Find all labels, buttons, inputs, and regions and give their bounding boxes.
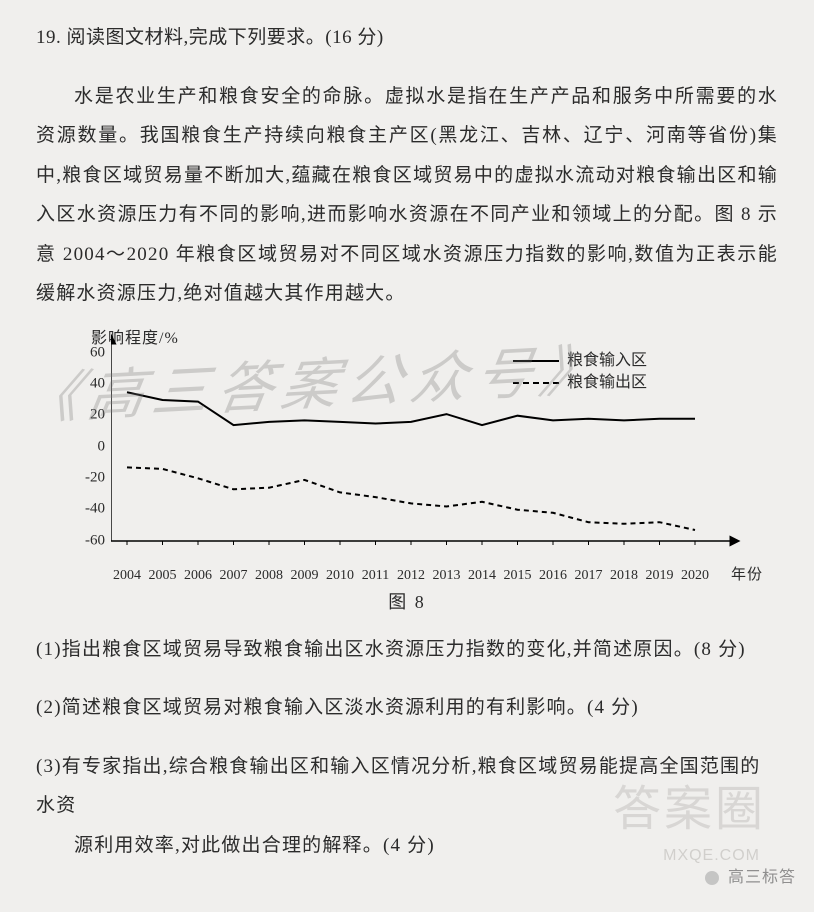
subquestion-3-line1: (3)有专家指出,综合粮食输出区和输入区情况分析,粮食区域贸易能提高全国范围的水… [36,756,760,817]
x-tick-label: 2012 [397,569,425,583]
x-tick-label: 2008 [255,569,283,583]
chart-legend: 粮食输入区 粮食输出区 [513,353,647,397]
question-paragraph: 水是农业生产和粮食安全的命脉。虚拟水是指在生产产品和服务中所需要的水资源数量。我… [36,77,778,314]
x-tick-label: 2005 [149,569,177,583]
x-tick-label: 2018 [610,569,638,583]
x-tick-label: 2006 [184,569,212,583]
question-number: 19. [36,27,61,48]
legend-swatch-dashed [513,382,559,384]
x-tick-label: 2014 [468,569,496,583]
subquestion-1: (1)指出粮食区域贸易导致粮食输出区水资源压力指数的变化,并简述原因。(8 分) [36,630,778,670]
x-tick-label: 2017 [575,569,603,583]
x-tick-label: 2004 [113,569,141,583]
watermark-credit: 高三标答 [705,861,796,894]
x-tick-label: 2015 [504,569,532,583]
subquestion-3-line2: 源利用效率,对此做出合理的解释。(4 分) [36,826,778,866]
chart-inner: 影响程度/% 6040200-20-40-60 粮食输入区 [47,333,767,563]
legend-item-input: 粮食输入区 [513,353,647,369]
x-tick-label: 2007 [220,569,248,583]
x-tick-label: 2013 [433,569,461,583]
x-axis-label: 年份 [731,568,763,583]
x-tick-label: 2011 [362,569,389,583]
figure-caption: 图 8 [47,593,767,611]
x-tick-label: 2016 [539,569,567,583]
exam-page: 19. 阅读图文材料,完成下列要求。(16 分) 水是农业生产和粮食安全的命脉。… [0,0,814,912]
y-tick-label: 60 [65,345,105,360]
chart-svg [111,333,751,563]
legend-label-input: 粮食输入区 [567,353,647,369]
subquestion-3: (3)有专家指出,综合粮食输出区和输入区情况分析,粮食区域贸易能提高全国范围的水… [36,747,778,866]
legend-label-output: 粮食输出区 [567,375,647,391]
y-tick-label: 20 [65,408,105,423]
y-tick-label: -40 [65,502,105,517]
y-tick-label: 0 [65,439,105,454]
x-tick-label: 2019 [646,569,674,583]
question-heading: 19. 阅读图文材料,完成下列要求。(16 分) [36,18,778,58]
x-tick-label: 2010 [326,569,354,583]
legend-item-output: 粮食输出区 [513,375,647,391]
subquestion-2: (2)简述粮食区域贸易对粮食输入区淡水资源利用的有利影响。(4 分) [36,688,778,728]
x-tick-label: 2020 [681,569,709,583]
y-tick-label: -20 [65,470,105,485]
y-tick-label: 40 [65,376,105,391]
y-tick-label: -60 [65,533,105,548]
x-tick-label: 2009 [291,569,319,583]
watermark-credit-text: 高三标答 [728,869,796,886]
question-title-text: 阅读图文材料,完成下列要求。(16 分) [67,27,384,48]
legend-swatch-solid [513,360,559,362]
credit-icon [705,871,719,885]
chart-container: 影响程度/% 6040200-20-40-60 粮食输入区 [47,333,767,611]
